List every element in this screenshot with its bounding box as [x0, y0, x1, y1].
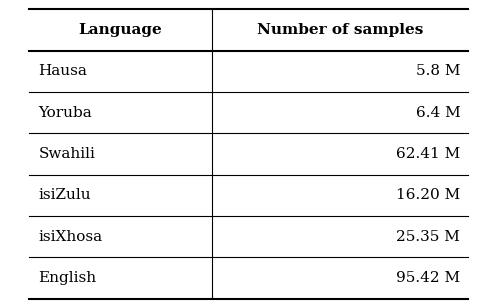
- Text: Swahili: Swahili: [39, 147, 95, 161]
- Text: isiXhosa: isiXhosa: [39, 230, 103, 244]
- Text: 95.42 M: 95.42 M: [396, 271, 460, 285]
- Text: Number of samples: Number of samples: [256, 23, 423, 37]
- Text: Language: Language: [79, 23, 162, 37]
- Text: Hausa: Hausa: [39, 64, 87, 78]
- Text: isiZulu: isiZulu: [39, 188, 91, 202]
- Text: 5.8 M: 5.8 M: [416, 64, 460, 78]
- Text: English: English: [39, 271, 97, 285]
- Text: 16.20 M: 16.20 M: [396, 188, 460, 202]
- Text: 62.41 M: 62.41 M: [396, 147, 460, 161]
- Text: Yoruba: Yoruba: [39, 106, 93, 120]
- Text: 6.4 M: 6.4 M: [415, 106, 460, 120]
- Text: 25.35 M: 25.35 M: [396, 230, 460, 244]
